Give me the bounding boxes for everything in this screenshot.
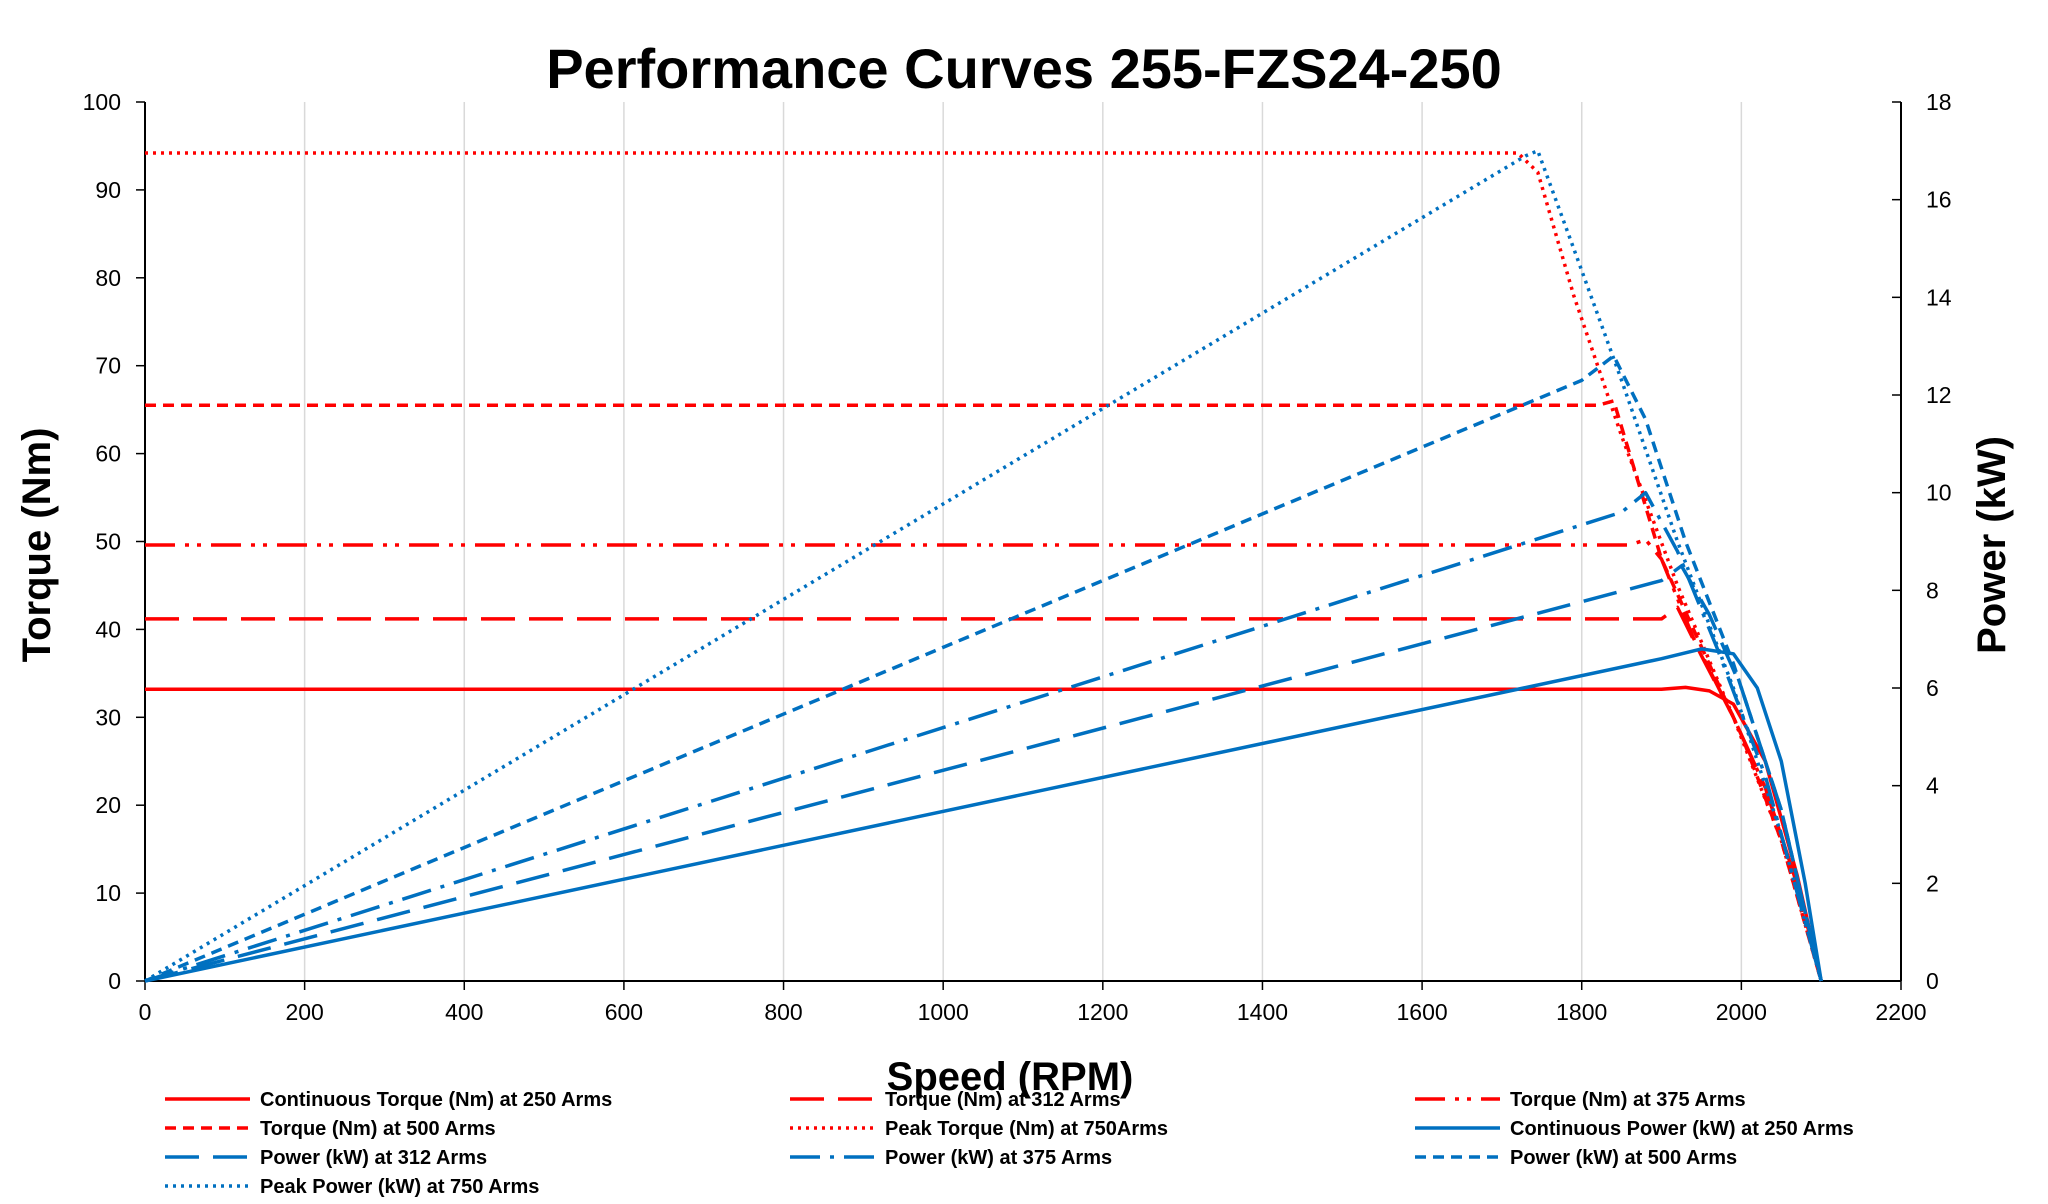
y-right-tick-label: 14: [1926, 284, 1952, 310]
series-power-kw-at-312-arms: [144, 564, 1823, 983]
series-power-kw-at-500-arms: [144, 354, 1823, 983]
x-tick-label: 1800: [1556, 999, 1607, 1025]
y-right-tick-label: 18: [1926, 89, 1952, 115]
legend-label: Continuous Power (kW) at 250 Arms: [1510, 1118, 1854, 1140]
axes: 0 200 400 600 800 1000 1200 1400 1600 1800 2000 220…: [83, 89, 1952, 1025]
y-right-tick-label: 12: [1926, 382, 1952, 408]
y-left-tick-label: 50: [95, 529, 121, 555]
y-right-tick-label: 2: [1926, 870, 1939, 896]
x-tick-label: 200: [285, 999, 323, 1025]
y-right-tick-label: 4: [1926, 773, 1939, 799]
legend-label: Power (kW) at 375 Arms: [885, 1147, 1112, 1169]
x-tick-label: 400: [445, 999, 483, 1025]
x-axis-title: Speed (RPM): [887, 1055, 1134, 1099]
y-left-tick-label: 30: [95, 704, 121, 730]
y-left-tick-label: 100: [83, 89, 121, 115]
series-lines: [144, 149, 1823, 983]
y-left-tick-label: 60: [95, 441, 121, 467]
legend-label: Peak Torque (Nm) at 750Arms: [885, 1118, 1168, 1140]
series-power-kw-at-375-arms: [144, 490, 1823, 983]
x-tick-label: 1600: [1397, 999, 1448, 1025]
y-left-tick-label: 0: [108, 968, 121, 994]
x-tick-label: 1000: [918, 999, 969, 1025]
y-left-tick-label: 20: [95, 792, 121, 818]
x-tick-label: 1200: [1077, 999, 1128, 1025]
legend-label: Peak Power (kW) at 750 Arms: [260, 1176, 539, 1198]
y-right-tick-label: 10: [1926, 480, 1952, 506]
x-tick-label: 2200: [1875, 999, 1926, 1025]
legend-label: Continuous Torque (Nm) at 250 Arms: [260, 1089, 612, 1111]
y-left-tick-label: 70: [95, 353, 121, 379]
x-tick-label: 600: [605, 999, 643, 1025]
legend-label: Power (kW) at 312 Arms: [260, 1147, 487, 1169]
y-left-axis-title: Torque (Nm): [15, 428, 59, 663]
chart-title: Performance Curves 255-FZS24-250: [546, 37, 1502, 100]
y-left-tick-label: 10: [95, 880, 121, 906]
y-right-tick-label: 0: [1926, 968, 1939, 994]
y-right-axis-title: Power (kW): [1970, 436, 2014, 654]
series-torque-nm-at-375-arms: [145, 537, 1823, 982]
series-continuous-power-kw-at-250-arms: [144, 647, 1823, 983]
legend-label: Power (kW) at 500 Arms: [1510, 1147, 1737, 1169]
x-tick-label: 800: [764, 999, 802, 1025]
legend-label: Torque (Nm) at 312 Arms: [885, 1089, 1121, 1111]
y-left-tick-label: 80: [95, 265, 121, 291]
legend-label: Torque (Nm) at 500 Arms: [260, 1118, 496, 1140]
x-tick-label: 0: [139, 999, 152, 1025]
y-right-tick-label: 6: [1926, 675, 1939, 701]
y-left-tick-label: 40: [95, 616, 121, 642]
series-torque-nm-at-500-arms: [145, 399, 1823, 982]
y-left-tick-label: 90: [95, 177, 121, 203]
legend-label: Torque (Nm) at 375 Arms: [1510, 1089, 1746, 1111]
series-torque-nm-at-312-arms: [145, 605, 1823, 982]
x-tick-label: 1400: [1237, 999, 1288, 1025]
x-tick-label: 2000: [1716, 999, 1767, 1025]
legend: Continuous Torque (Nm) at 250 Arms Torque…: [165, 1089, 1854, 1198]
series-peak-power-kw-at-750-arms: [144, 149, 1823, 983]
y-right-tick-label: 16: [1926, 187, 1952, 213]
y-right-tick-label: 8: [1926, 577, 1939, 603]
